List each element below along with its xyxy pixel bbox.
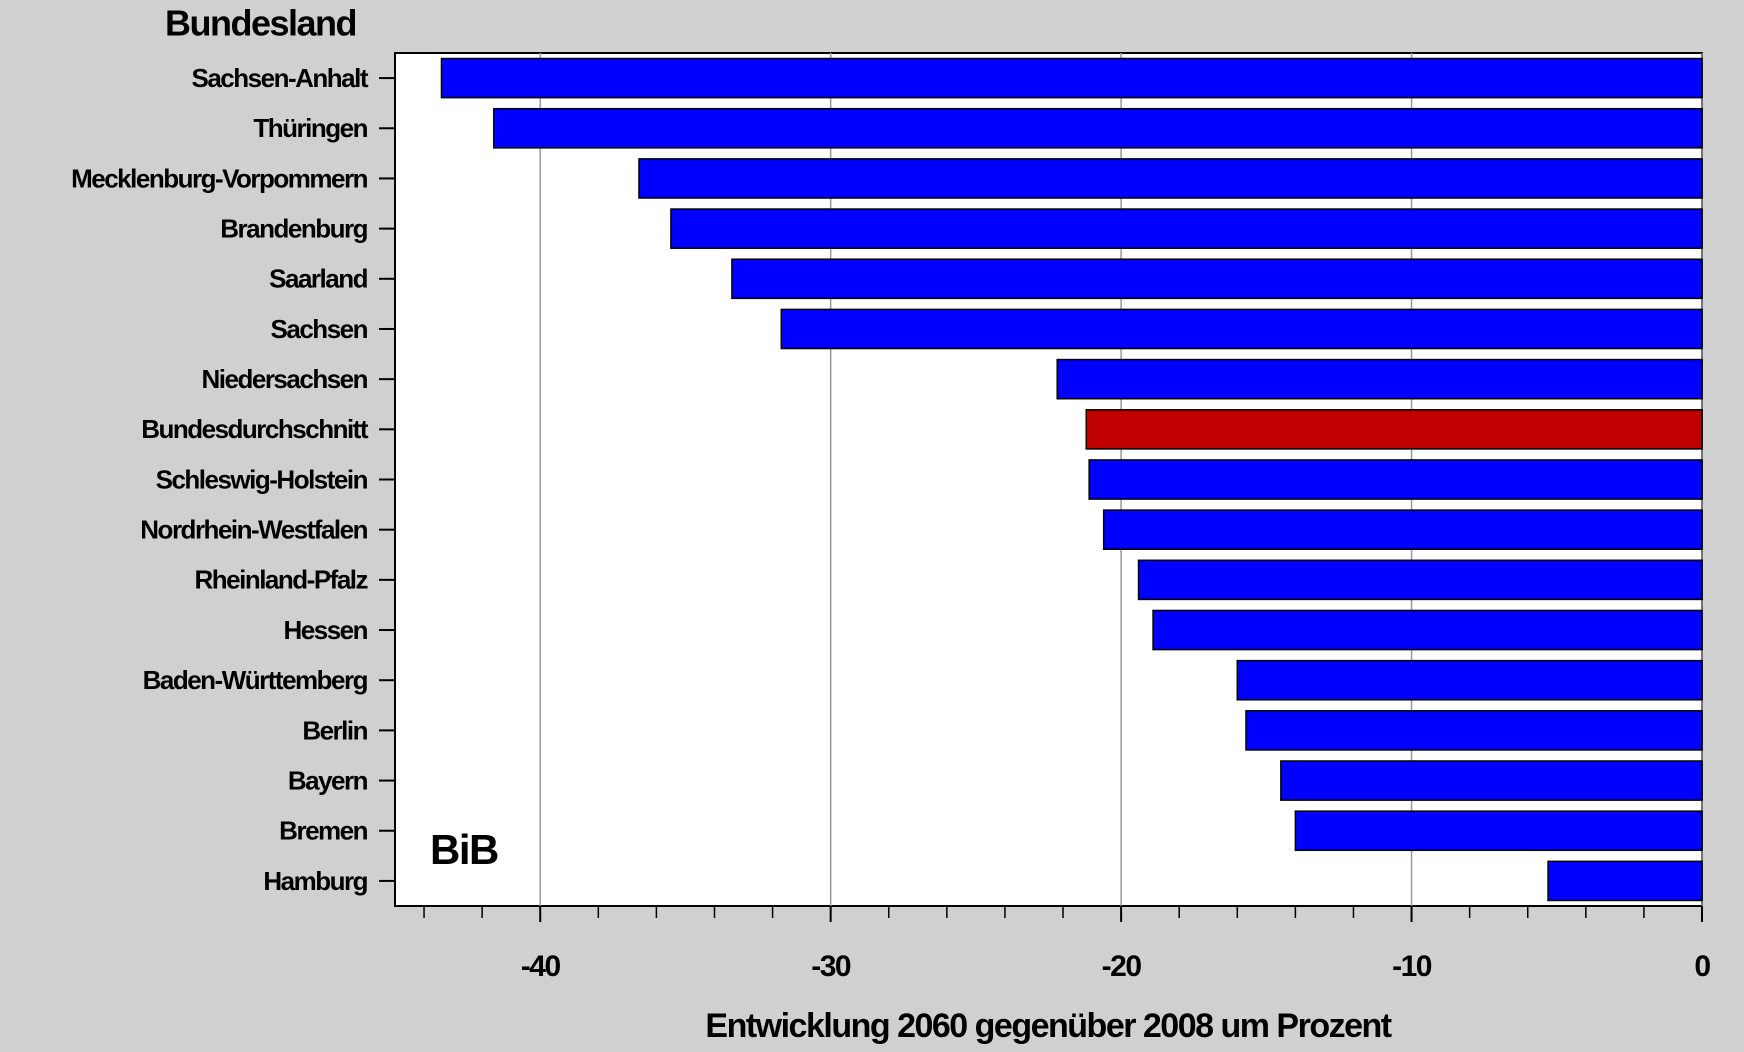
y-tick-label: Hessen: [284, 615, 368, 645]
y-tick-label: Sachsen-Anhalt: [192, 63, 369, 93]
y-tick-label: Baden-Württemberg: [143, 665, 368, 695]
bar: [780, 308, 1703, 350]
x-tick-label: -10: [1392, 950, 1432, 983]
y-tick-label: Thüringen: [253, 113, 367, 143]
x-tick-label: -20: [1102, 950, 1142, 983]
bar: [638, 158, 1703, 199]
bar: [1137, 559, 1703, 601]
bar: [1088, 459, 1703, 500]
y-tick-label: Bremen: [279, 816, 367, 846]
bar: [1547, 860, 1703, 902]
x-tick-label: -40: [521, 950, 561, 983]
x-axis-title: Entwicklung 2060 gegenüber 2008 um Proze…: [705, 1007, 1391, 1045]
y-tick-label: Nordrhein-Westfalen: [140, 515, 367, 545]
y-tick-label: Schleswig-Holstein: [156, 464, 368, 494]
bar: [1236, 659, 1703, 701]
x-tick-label: -30: [811, 950, 851, 983]
bar: [731, 258, 1703, 300]
y-tick-label: Mecklenburg-Vorpommern: [71, 163, 368, 193]
bar: [1152, 609, 1703, 651]
bar: [440, 57, 1703, 99]
bar: [493, 107, 1703, 149]
bar: [1294, 810, 1703, 852]
bar: [1056, 358, 1703, 400]
bar: [1102, 509, 1703, 550]
y-tick-label: Saarland: [269, 264, 367, 294]
bar: [1245, 710, 1703, 751]
y-axis-title: Bundesland: [165, 3, 356, 44]
y-tick-label: Sachsen: [271, 314, 368, 344]
y-tick-label: Niedersachsen: [202, 364, 368, 394]
y-tick-label: Rheinland-Pfalz: [194, 565, 368, 595]
y-tick-label: Hamburg: [263, 866, 367, 896]
y-tick-label: Bayern: [288, 765, 368, 795]
bar: [1085, 409, 1703, 450]
y-tick-label: Bundesdurchschnitt: [141, 414, 369, 444]
bar: [1280, 760, 1703, 801]
x-tick-label: 0: [1694, 950, 1710, 983]
annotation: BiB: [430, 826, 498, 873]
bar: [670, 208, 1703, 249]
y-tick-label: Brandenburg: [220, 213, 367, 243]
y-tick-label: Berlin: [302, 715, 367, 745]
